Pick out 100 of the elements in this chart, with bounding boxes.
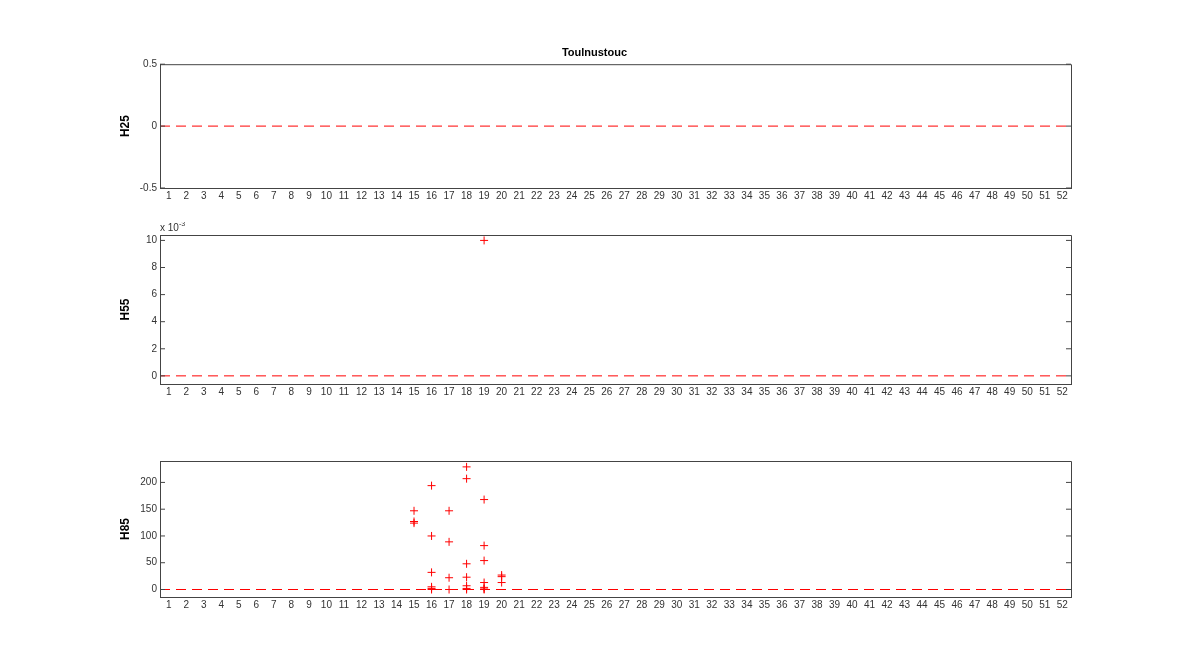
x-tick-label: 38 bbox=[811, 598, 823, 610]
x-tick-label: 29 bbox=[653, 598, 666, 610]
x-tick-label: 21 bbox=[513, 189, 526, 201]
x-tick-label: 51 bbox=[1039, 598, 1051, 610]
y-tick-label: 100 bbox=[140, 529, 158, 541]
x-tick-label: 16 bbox=[425, 189, 438, 201]
x-tick-label: 11 bbox=[338, 385, 350, 397]
y-tick-label: 10 bbox=[145, 234, 158, 246]
x-tick-label: 1 bbox=[165, 189, 172, 201]
y-tick-label: 2 bbox=[151, 342, 158, 354]
point bbox=[479, 541, 489, 551]
x-tick-label: 45 bbox=[934, 598, 946, 610]
x-tick-label: 38 bbox=[811, 189, 823, 201]
x-tick-label: 17 bbox=[443, 385, 456, 397]
x-tick-label: 34 bbox=[741, 189, 753, 201]
x-tick-label: 50 bbox=[1021, 598, 1034, 610]
x-tick-label: 11 bbox=[338, 598, 350, 610]
x-tick-label: 4 bbox=[218, 598, 225, 610]
chart-title: Toulnustouc bbox=[561, 45, 628, 58]
y-tick-label: 6 bbox=[151, 288, 158, 300]
x-tick-label: 44 bbox=[916, 385, 929, 397]
x-tick-label: 35 bbox=[758, 189, 771, 201]
x-tick-label: 44 bbox=[916, 189, 929, 201]
x-tick-label: 23 bbox=[548, 189, 561, 201]
x-tick-label: 2 bbox=[183, 385, 190, 397]
x-tick-label: 48 bbox=[986, 385, 999, 397]
x-tick-label: 8 bbox=[288, 189, 295, 201]
point bbox=[444, 573, 454, 583]
x-tick-label: 10 bbox=[320, 598, 333, 610]
x-tick-label: 12 bbox=[355, 385, 368, 397]
x-tick-label: 39 bbox=[828, 189, 841, 201]
x-tick-label: 51 bbox=[1039, 189, 1051, 201]
x-tick-label: 45 bbox=[934, 385, 946, 397]
x-tick-label: 17 bbox=[443, 598, 456, 610]
x-tick-label: 28 bbox=[636, 598, 648, 610]
x-tick-label: 47 bbox=[969, 189, 981, 201]
x-tick-label: 29 bbox=[653, 189, 666, 201]
x-tick-label: 47 bbox=[969, 385, 981, 397]
point bbox=[462, 474, 472, 484]
x-tick-label: 26 bbox=[601, 385, 613, 397]
x-tick-label: 33 bbox=[723, 189, 736, 201]
y-tick-label: 150 bbox=[140, 502, 158, 514]
x-tick-label: 15 bbox=[408, 189, 421, 201]
y-axis-title: H85 bbox=[117, 517, 132, 541]
x-tick-label: 17 bbox=[443, 189, 456, 201]
x-tick-label: 37 bbox=[793, 385, 806, 397]
point bbox=[462, 559, 472, 569]
x-tick-label: 4 bbox=[218, 385, 225, 397]
x-tick-label: 34 bbox=[741, 385, 753, 397]
x-tick-label: 26 bbox=[601, 598, 613, 610]
x-tick-label: 6 bbox=[253, 189, 260, 201]
x-tick-label: 22 bbox=[531, 189, 543, 201]
x-tick-label: 21 bbox=[513, 598, 526, 610]
x-tick-label: 37 bbox=[793, 598, 806, 610]
x-tick-label: 13 bbox=[373, 189, 385, 201]
x-tick-label: 36 bbox=[776, 189, 788, 201]
x-tick-label: 34 bbox=[741, 598, 753, 610]
x-tick-label: 32 bbox=[706, 189, 718, 201]
x-tick-label: 48 bbox=[986, 598, 999, 610]
x-tick-label: 5 bbox=[236, 385, 243, 397]
x-tick-label: 22 bbox=[531, 385, 543, 397]
x-tick-label: 46 bbox=[951, 598, 964, 610]
x-tick-label: 35 bbox=[758, 598, 771, 610]
x-tick-label: 10 bbox=[320, 189, 333, 201]
x-tick-label: 3 bbox=[201, 385, 208, 397]
x-tick-label: 31 bbox=[688, 189, 701, 201]
x-tick-label: 41 bbox=[863, 189, 876, 201]
x-tick-label: 24 bbox=[566, 385, 578, 397]
x-tick-label: 36 bbox=[776, 598, 788, 610]
x-tick-label: 52 bbox=[1056, 598, 1069, 610]
x-tick-label: 14 bbox=[390, 189, 403, 201]
x-tick-label: 43 bbox=[899, 385, 911, 397]
x-tick-label: 41 bbox=[863, 598, 876, 610]
x-tick-label: 42 bbox=[881, 189, 894, 201]
x-tick-label: 21 bbox=[513, 385, 526, 397]
y-tick-label: 0 bbox=[151, 583, 158, 595]
x-tick-label: 41 bbox=[863, 385, 876, 397]
y-tick-label: 0 bbox=[151, 369, 158, 381]
x-tick-label: 33 bbox=[723, 598, 736, 610]
x-tick-label: 27 bbox=[618, 385, 631, 397]
x-tick-label: 5 bbox=[236, 598, 243, 610]
point bbox=[427, 481, 437, 491]
x-tick-label: 3 bbox=[201, 598, 208, 610]
x-tick-label: 30 bbox=[671, 385, 683, 397]
x-tick-label: 27 bbox=[618, 189, 631, 201]
x-tick-label: 3 bbox=[201, 189, 208, 201]
x-tick-label: 50 bbox=[1021, 189, 1034, 201]
x-tick-label: 42 bbox=[881, 598, 894, 610]
x-tick-label: 13 bbox=[373, 385, 385, 397]
x-tick-label: 49 bbox=[1004, 189, 1016, 201]
x-tick-label: 47 bbox=[969, 598, 981, 610]
x-tick-label: 18 bbox=[461, 385, 473, 397]
x-tick-label: 20 bbox=[496, 598, 508, 610]
x-tick-label: 25 bbox=[583, 598, 596, 610]
x-tick-label: 37 bbox=[793, 189, 806, 201]
x-tick-label: 7 bbox=[271, 385, 278, 397]
x-tick-label: 15 bbox=[408, 598, 421, 610]
x-tick-label: 23 bbox=[548, 598, 561, 610]
x-tick-label: 25 bbox=[583, 385, 596, 397]
point bbox=[462, 462, 472, 472]
